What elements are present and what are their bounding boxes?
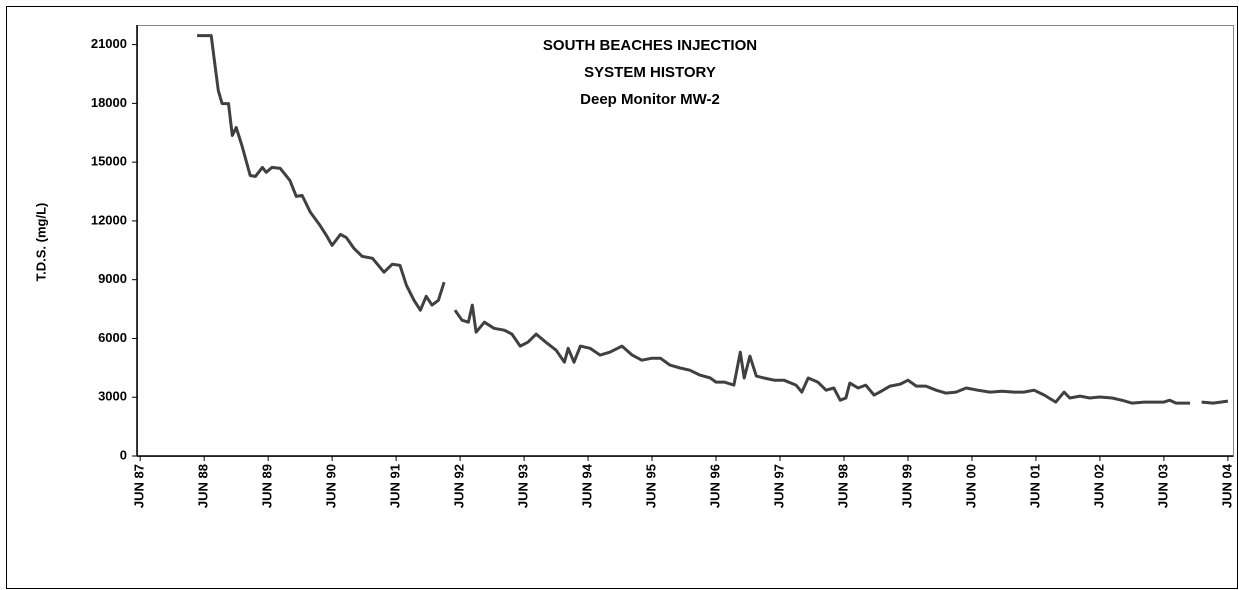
x-tick-label: JUN 93 — [516, 464, 531, 508]
y-tick-label: 3000 — [98, 389, 127, 404]
x-tick-label: JUN 91 — [388, 464, 403, 508]
x-tick-label: JUN 01 — [1027, 464, 1042, 508]
x-tick-label: JUN 99 — [899, 464, 914, 508]
x-tick-label: JUN 97 — [771, 464, 786, 508]
x-tick-label: JUN 90 — [324, 464, 339, 508]
x-tick-label: JUN 89 — [260, 464, 275, 508]
x-tick-label: JUN 98 — [835, 464, 850, 508]
y-tick-label: 6000 — [98, 330, 127, 345]
chart-title: Deep Monitor MW-2 — [580, 91, 720, 108]
chart-title: SYSTEM HISTORY — [584, 64, 716, 81]
data-line — [197, 34, 1229, 405]
x-tick-label: JUN 92 — [452, 464, 467, 508]
y-tick-label: 15000 — [91, 154, 127, 169]
y-tick-label: 21000 — [91, 36, 127, 51]
y-tick-label: 0 — [120, 447, 127, 462]
x-tick-label: JUN 88 — [196, 464, 211, 508]
x-tick-label: JUN 03 — [1155, 464, 1170, 508]
x-tick-label: JUN 95 — [643, 464, 658, 508]
x-tick-label: JUN 87 — [132, 464, 147, 508]
chart-title: SOUTH BEACHES INJECTION — [543, 37, 757, 54]
y-tick-label: 18000 — [91, 95, 127, 110]
x-tick-label: JUN 04 — [1219, 463, 1234, 508]
x-tick-label: JUN 94 — [580, 463, 595, 508]
y-axis-label: T.D.S. (mg/L) — [33, 203, 48, 282]
x-tick-label: JUN 96 — [707, 464, 722, 508]
y-tick-label: 9000 — [98, 271, 127, 286]
y-tick-label: 12000 — [91, 212, 127, 227]
x-tick-label: JUN 00 — [963, 464, 978, 508]
x-tick-label: JUN 02 — [1091, 464, 1106, 508]
chart-border — [6, 6, 1238, 589]
